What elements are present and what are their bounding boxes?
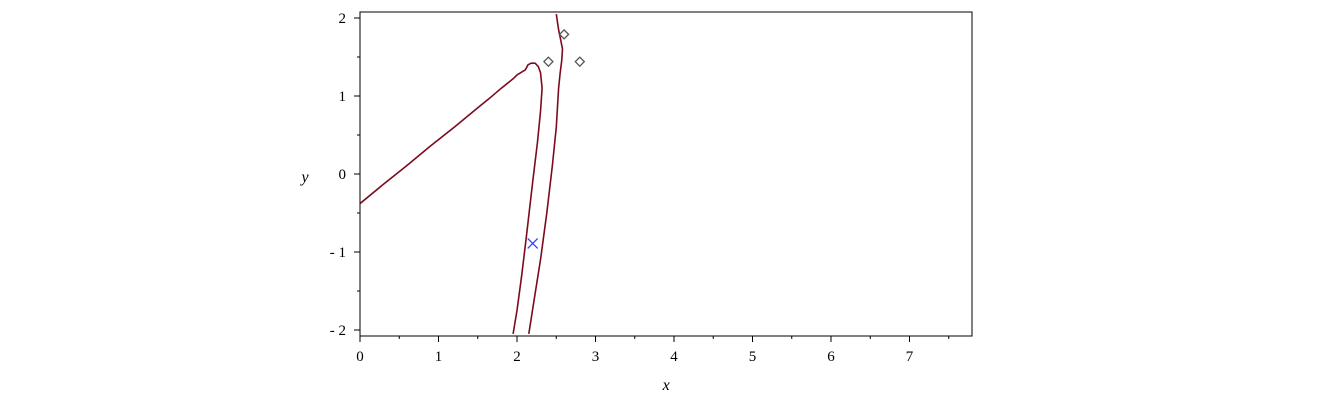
- y-tick-label: - 1: [330, 245, 346, 261]
- x-tick-label: 4: [670, 349, 678, 365]
- y-tick-label: - 2: [330, 323, 346, 339]
- markers-layer: [527, 28, 586, 249]
- x-tick-label: 6: [827, 349, 835, 365]
- x-tick-label: 5: [749, 349, 757, 365]
- y-axis-label: y: [299, 169, 309, 186]
- y-axis-ticks: 2 1 0 - 1 - 2: [330, 11, 360, 339]
- plot-area: [359, 11, 973, 337]
- y-tick-label: 0: [339, 167, 347, 183]
- y-tick-label: 1: [339, 89, 347, 105]
- diamond-marker: [574, 56, 586, 68]
- plot-frame: [359, 11, 973, 337]
- x-tick-label: 1: [435, 349, 443, 365]
- curves-layer: [360, 13, 564, 335]
- diamond-marker: [542, 56, 554, 68]
- x-axis-ticks: 0 1 2 3 4 5 6 7: [356, 336, 950, 365]
- x-tick-label: 7: [906, 349, 914, 365]
- y-tick-label: 2: [339, 11, 347, 27]
- cross-marker: [527, 237, 539, 249]
- curve-series-2: [528, 13, 564, 335]
- x-axis-label: x: [662, 377, 670, 394]
- curve-series-1: [360, 62, 543, 335]
- x-tick-label: 3: [592, 349, 600, 365]
- cross-stroke: [527, 237, 539, 249]
- diamond-marker: [558, 28, 570, 40]
- x-tick-label: 2: [513, 349, 521, 365]
- x-tick-label: 0: [356, 349, 364, 365]
